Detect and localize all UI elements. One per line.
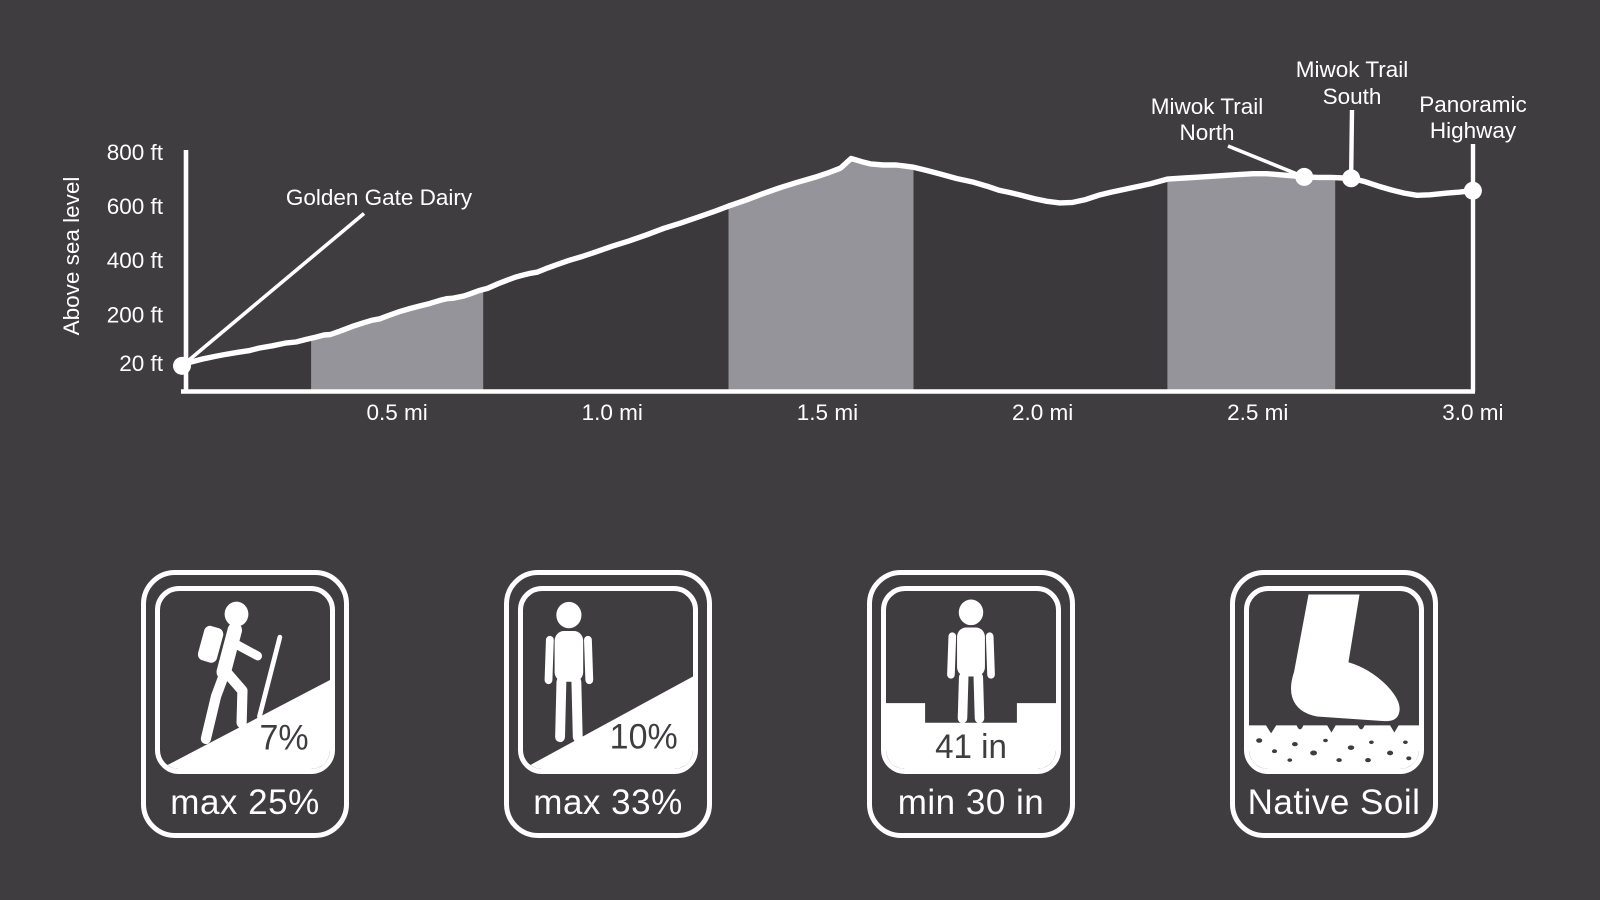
badge-running-slope: 7% max 25% bbox=[141, 570, 349, 838]
y-tick-label: 200 ft bbox=[107, 302, 164, 327]
person-figure bbox=[947, 599, 995, 724]
person-in-tread-icon: 41 in bbox=[881, 586, 1061, 774]
y-tick-label: 600 ft bbox=[107, 194, 164, 219]
accessible-segment bbox=[1167, 173, 1336, 394]
annotation-label: Miwok Trail bbox=[1151, 94, 1264, 119]
annotation-label: South bbox=[1323, 84, 1382, 109]
hiker-on-slope-icon: 7% bbox=[155, 586, 335, 774]
trail-point-dot bbox=[173, 356, 191, 375]
annotation-label: North bbox=[1179, 120, 1234, 145]
x-tick-label: 1.0 mi bbox=[582, 400, 643, 425]
annotation-callout-line bbox=[1227, 144, 1305, 179]
elevation-profile-chart: 800 ft 600 ft 400 ft 200 ft 20 ft 0.5 mi 1.0 m… bbox=[59, 57, 1527, 425]
person-on-cross-slope-icon: 10% bbox=[518, 586, 698, 774]
y-tick-label: 400 ft bbox=[107, 248, 164, 273]
x-tick-label: 2.0 mi bbox=[1012, 400, 1073, 425]
y-tick-label: 20 ft bbox=[119, 351, 164, 376]
boot-shape bbox=[1290, 594, 1400, 722]
badge-tread-width: 41 in min 30 in bbox=[867, 570, 1075, 838]
badge-surface: Native Soil bbox=[1230, 570, 1438, 838]
trail-point-dot bbox=[1342, 169, 1361, 188]
annotation-label: Golden Gate Dairy bbox=[286, 185, 473, 210]
hiker-figure bbox=[197, 601, 283, 745]
running-slope-value: 7% bbox=[260, 718, 309, 758]
soil-speckles bbox=[1256, 738, 1412, 763]
y-axis-title: Above sea level bbox=[59, 177, 84, 336]
tread-width-label: min 30 in bbox=[897, 783, 1045, 822]
cross-slope-value: 10% bbox=[610, 717, 678, 757]
annotation-label: Panoramic bbox=[1419, 92, 1527, 117]
elevation-curve bbox=[179, 155, 1476, 369]
annotation-label: Miwok Trail bbox=[1296, 57, 1409, 82]
trail-point-dot bbox=[1295, 167, 1314, 186]
annotation-callout-line bbox=[180, 212, 366, 368]
running-slope-label: max 25% bbox=[170, 783, 320, 822]
annotation-callout-line bbox=[1348, 109, 1355, 179]
x-tick-label: 2.5 mi bbox=[1227, 400, 1288, 425]
tread-width-value: 41 in bbox=[935, 727, 1007, 766]
x-tick-label: 3.0 mi bbox=[1442, 400, 1503, 425]
x-tick-label: 0.5 mi bbox=[367, 400, 428, 425]
y-tick-label: 800 ft bbox=[107, 140, 164, 165]
accessible-segment bbox=[728, 158, 914, 394]
person-figure bbox=[544, 601, 594, 743]
surface-label: Native Soil bbox=[1247, 783, 1421, 822]
cross-slope-label: max 33% bbox=[533, 783, 683, 822]
x-tick-label: 1.5 mi bbox=[797, 400, 858, 425]
badge-cross-slope: 10% max 33% bbox=[504, 570, 712, 838]
annotation-label: Highway bbox=[1430, 118, 1517, 143]
tread-cross-section bbox=[886, 703, 1056, 769]
accessible-segment bbox=[311, 289, 484, 394]
boot-on-native-soil-icon bbox=[1244, 586, 1424, 774]
soil-strip bbox=[1249, 725, 1419, 769]
trail-point-dot bbox=[1463, 181, 1482, 200]
